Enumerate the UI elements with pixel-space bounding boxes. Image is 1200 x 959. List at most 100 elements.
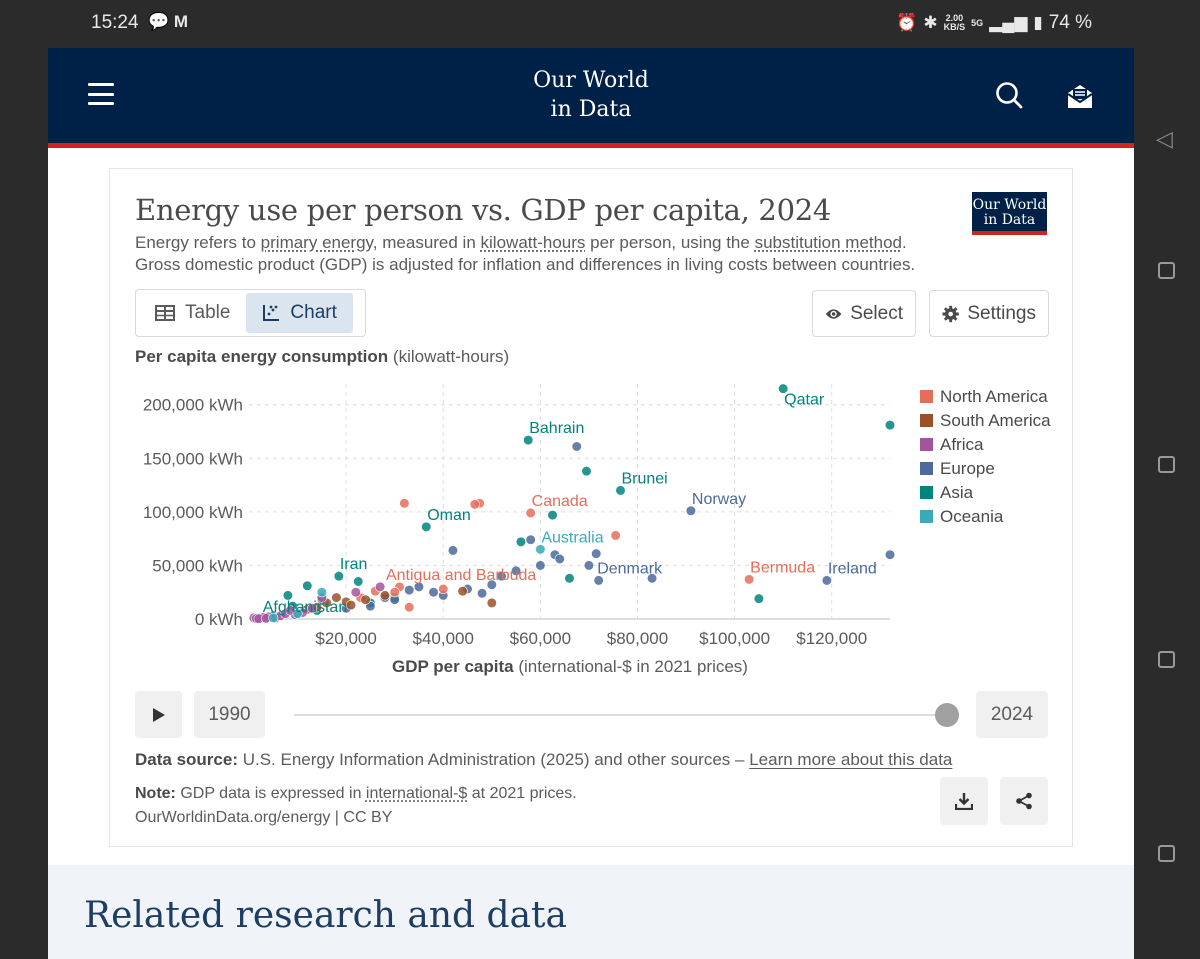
nav-square-icon[interactable] xyxy=(1158,456,1175,473)
data-point[interactable] xyxy=(547,509,558,521)
data-point[interactable] xyxy=(554,553,565,565)
legend-label[interactable]: North America xyxy=(940,387,1048,406)
hamburger-menu-icon[interactable] xyxy=(88,83,114,105)
country-label: Bahrain xyxy=(529,420,584,437)
data-point[interactable] xyxy=(535,560,546,571)
timeline-slider-thumb[interactable] xyxy=(935,703,959,727)
data-point[interactable] xyxy=(413,581,425,592)
data-point[interactable] xyxy=(510,565,522,576)
nav-square-icon[interactable] xyxy=(1158,262,1175,279)
tab-chart[interactable]: Chart xyxy=(246,293,353,333)
legend-swatch[interactable] xyxy=(920,414,933,427)
data-point[interactable] xyxy=(593,575,604,586)
data-point[interactable] xyxy=(581,466,592,477)
data-point[interactable] xyxy=(615,485,626,496)
data-point[interactable] xyxy=(457,586,468,597)
back-icon[interactable]: ◁ xyxy=(1156,126,1173,151)
timeline-start-year[interactable]: 1990 xyxy=(194,691,265,738)
data-point[interactable] xyxy=(525,507,536,519)
select-button[interactable]: Select xyxy=(812,290,916,337)
data-point[interactable] xyxy=(571,441,582,452)
legend-swatch[interactable] xyxy=(920,462,933,475)
data-point[interactable] xyxy=(515,536,527,547)
data-point[interactable] xyxy=(316,587,327,598)
data-point[interactable] xyxy=(476,588,488,599)
license-text: OurWorldinData.org/energy | CC BY xyxy=(135,809,393,826)
download-button[interactable] xyxy=(940,777,988,825)
y-axis-title: Per capita energy consumption (kilowatt-… xyxy=(135,347,510,366)
data-point[interactable] xyxy=(525,534,536,545)
data-point[interactable] xyxy=(379,590,391,601)
data-point[interactable] xyxy=(591,548,602,559)
settings-button[interactable]: Settings xyxy=(929,290,1049,337)
data-point[interactable] xyxy=(486,597,497,609)
data-point[interactable] xyxy=(282,590,293,601)
data-point[interactable] xyxy=(610,530,621,541)
data-point[interactable] xyxy=(268,612,279,624)
data-point[interactable] xyxy=(753,593,764,604)
data-point[interactable] xyxy=(353,576,364,587)
data-point[interactable] xyxy=(744,574,755,585)
kilowatt-hours-link[interactable]: kilowatt-hours xyxy=(480,233,586,252)
timeline-end-year[interactable]: 2024 xyxy=(976,691,1048,738)
data-point[interactable] xyxy=(421,521,432,532)
site-logo[interactable]: Our World in Data xyxy=(533,68,649,122)
data-point[interactable] xyxy=(404,602,415,613)
data-point[interactable] xyxy=(350,587,361,598)
data-point[interactable] xyxy=(821,575,832,586)
nav-square-icon[interactable] xyxy=(1158,651,1175,668)
legend-swatch[interactable] xyxy=(920,390,933,403)
legend-swatch[interactable] xyxy=(920,510,933,523)
data-point[interactable] xyxy=(399,498,410,509)
international-dollar-link[interactable]: international-$ xyxy=(365,785,468,802)
data-point[interactable] xyxy=(646,573,658,584)
data-point[interactable] xyxy=(292,608,303,619)
related-title: Related research and data xyxy=(84,895,567,936)
legend-label[interactable]: Asia xyxy=(940,483,974,502)
data-point[interactable] xyxy=(447,545,459,556)
data-point[interactable] xyxy=(535,544,546,555)
data-point[interactable] xyxy=(486,579,497,590)
data-point[interactable] xyxy=(331,592,342,603)
legend-label[interactable]: Europe xyxy=(940,459,995,478)
data-point[interactable] xyxy=(884,549,896,560)
data-point[interactable] xyxy=(302,580,313,591)
learn-more-link[interactable]: Learn more about this data xyxy=(749,750,953,769)
data-point[interactable] xyxy=(428,587,439,598)
data-point[interactable] xyxy=(884,419,896,431)
data-point[interactable] xyxy=(345,599,357,611)
y-tick-label: 200,000 kWh xyxy=(143,396,243,415)
substitution-method-link[interactable]: substitution method xyxy=(754,233,902,252)
data-point[interactable] xyxy=(360,594,371,605)
legend-label[interactable]: Oceania xyxy=(940,507,1004,526)
owid-logo-badge[interactable]: Our World in Data xyxy=(972,192,1047,235)
data-point[interactable] xyxy=(389,587,400,598)
data-point[interactable] xyxy=(564,573,575,584)
scatter-chart[interactable]: 0 kWh 50,000 kWh 100,000 kWh 150,000 kWh 200… xyxy=(110,169,1072,669)
data-point[interactable] xyxy=(778,383,789,394)
newsletter-icon[interactable] xyxy=(1065,81,1095,111)
data-point[interactable] xyxy=(307,603,318,614)
share-button[interactable] xyxy=(1000,777,1048,825)
legend-swatch[interactable] xyxy=(920,486,933,499)
data-point[interactable] xyxy=(333,571,344,582)
play-button[interactable] xyxy=(135,691,182,738)
legend-swatch[interactable] xyxy=(920,438,933,451)
legend-label[interactable]: Africa xyxy=(940,435,984,454)
data-point[interactable] xyxy=(438,583,449,595)
search-icon[interactable] xyxy=(995,81,1023,109)
x-axis-title: GDP per capita (international-$ in 2021 … xyxy=(392,657,748,676)
legend-label[interactable]: South America xyxy=(940,411,1051,430)
tab-table[interactable]: Table xyxy=(139,293,246,333)
data-point[interactable] xyxy=(375,581,386,592)
timeline-slider-track[interactable] xyxy=(294,714,946,716)
nav-square-icon[interactable] xyxy=(1158,845,1175,862)
data-point[interactable] xyxy=(496,571,507,582)
alarm-icon: ⏰ xyxy=(896,13,918,32)
data-point[interactable] xyxy=(523,434,534,446)
data-point[interactable] xyxy=(583,560,595,571)
data-point[interactable] xyxy=(469,499,480,510)
data-point[interactable] xyxy=(685,505,697,516)
data-point[interactable] xyxy=(404,584,415,596)
primary-energy-link[interactable]: primary energy xyxy=(260,233,373,252)
